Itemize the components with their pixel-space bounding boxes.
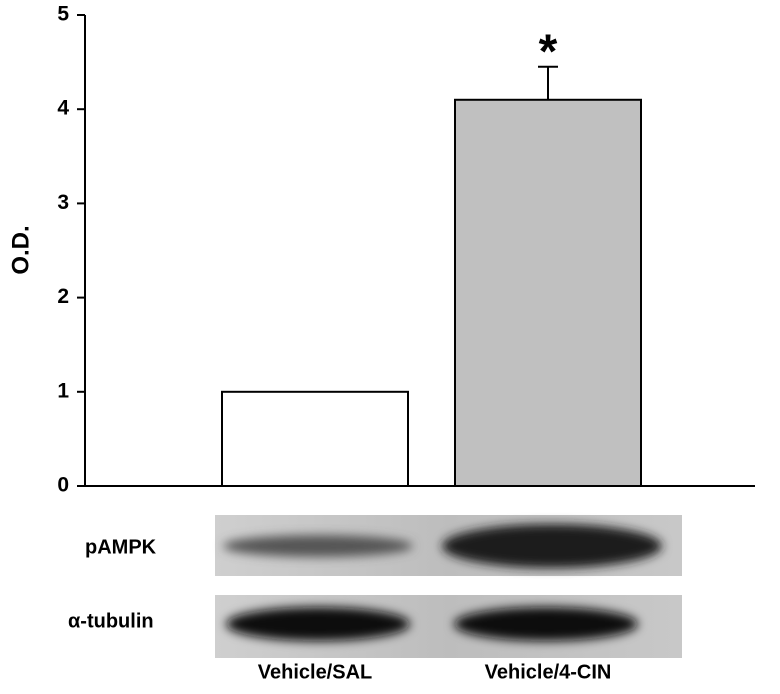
bar (221, 390, 409, 487)
blot-tubulin (215, 595, 682, 658)
y-axis-label: O.D. (7, 225, 34, 274)
y-tick-label: 0 (57, 474, 69, 497)
y-tick-label: 2 (57, 285, 69, 308)
bar (454, 98, 642, 487)
x-tick-label: Vehicle/SAL (258, 661, 373, 683)
blot-label: α-tubulin (68, 610, 154, 632)
x-tick-label: Vehicle/4-CIN (485, 661, 612, 683)
blot-label: pAMPK (85, 536, 157, 558)
y-tick-label: 3 (57, 191, 69, 214)
y-tick-label: 1 (57, 379, 69, 402)
annotation: * (539, 25, 558, 78)
error-bar (538, 65, 558, 100)
blot-pampk (215, 515, 682, 576)
y-tick-label: 4 (57, 97, 69, 120)
y-tick-label: 5 (57, 3, 69, 26)
